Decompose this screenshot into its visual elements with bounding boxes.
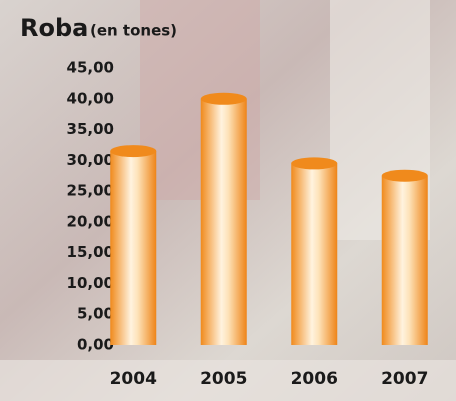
y-tick-label: 10,00: [67, 274, 114, 292]
x-tick-label: 2004: [110, 369, 157, 389]
y-tick-label: 25,00: [67, 182, 114, 200]
y-tick-label: 0,00: [77, 336, 114, 354]
bar: [382, 176, 428, 345]
bar-top: [201, 93, 247, 105]
bar: [201, 99, 247, 345]
y-tick-label: 35,00: [67, 120, 114, 138]
chart-subtitle: (en tones): [90, 22, 177, 40]
x-tick-label: 2005: [200, 369, 247, 389]
y-tick-label: 20,00: [67, 212, 114, 230]
y-tick-label: 40,00: [67, 89, 114, 107]
bar-top: [110, 145, 156, 157]
bar: [110, 151, 156, 345]
y-tick-label: 15,00: [67, 243, 114, 261]
bar: [291, 163, 337, 345]
x-tick-label: 2006: [291, 369, 338, 389]
bar-top: [291, 157, 337, 169]
y-tick-label: 30,00: [67, 151, 114, 169]
chart-title: Roba: [20, 14, 88, 42]
y-tick-label: 5,00: [77, 305, 114, 323]
x-tick-label: 2007: [381, 369, 428, 389]
y-tick-label: 45,00: [67, 59, 114, 77]
chart: Roba (en tones) 0,00 5,00 10,00 15,00 20,00 2…: [0, 0, 456, 401]
bar-top: [382, 170, 428, 182]
